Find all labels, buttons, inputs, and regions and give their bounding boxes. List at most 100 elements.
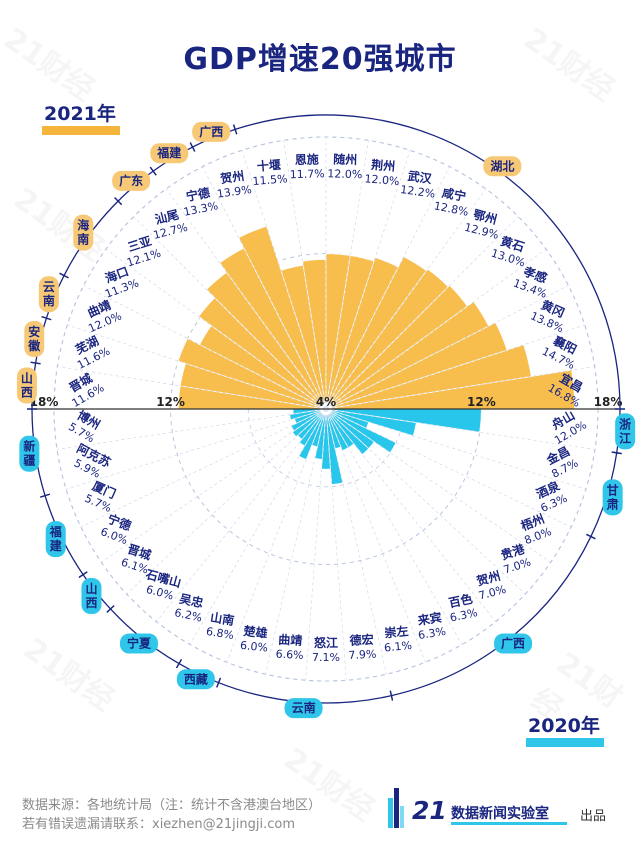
label-2020-山南: 山南6.8% [205, 609, 235, 642]
legend-2021-swatch [42, 126, 120, 135]
province-tag-bg [602, 479, 623, 516]
city-name: 随州 [333, 151, 357, 167]
value-label: 7.9% [348, 648, 377, 662]
city-name: 来宾 [416, 609, 443, 628]
province-divider [114, 197, 123, 206]
province-divider [149, 166, 157, 176]
city-name: 晋城 [126, 541, 153, 563]
province-divider [78, 571, 88, 578]
label-2020-酒泉: 酒泉6.3% [534, 478, 570, 515]
spoke-line [101, 408, 327, 563]
label-2020-来宾: 来宾6.3% [416, 609, 447, 642]
province-tag-bg [176, 669, 215, 690]
city-name: 宁德 [185, 185, 211, 204]
value-label: 11.5% [252, 172, 288, 188]
province-tag-海南: 海南 [73, 214, 94, 251]
city-name: 贺州 [474, 568, 502, 589]
spoke-line [65, 408, 327, 490]
city-name: 贵港 [499, 541, 527, 563]
publisher-label: 出品 [580, 809, 607, 824]
legend-2020: 2020年 [528, 715, 600, 737]
province-name: 安徽 [27, 324, 41, 353]
value-label: 13.9% [216, 183, 252, 201]
province-tag-福建: 福建 [45, 521, 66, 558]
province-tag-甘肃: 甘肃 [602, 479, 623, 516]
city-name: 十堰 [256, 157, 281, 174]
bar-2020-贺州 [325, 408, 370, 456]
city-name: 咸宁 [441, 185, 467, 204]
province-tag-福建: 福建 [150, 143, 189, 164]
city-name: 三亚 [126, 234, 153, 255]
bar-2021-曲靖 [177, 337, 327, 410]
province-name: 新疆 [23, 439, 35, 468]
city-name: 鄂州 [472, 207, 499, 226]
province-tag-bg [112, 170, 151, 191]
label-2020-吴忠: 吴忠6.2% [173, 591, 205, 625]
province-tag-山西: 山西 [16, 367, 37, 404]
value-label: 6.0% [239, 639, 268, 655]
value-label: 6.1% [383, 639, 412, 655]
province-tag-广西: 广西 [494, 633, 533, 654]
province-tag-bg [615, 413, 636, 450]
province-tag-bg [494, 633, 533, 654]
value-label: 12.0% [327, 167, 362, 181]
city-name: 荆州 [371, 157, 396, 174]
province-tag-云南: 云南 [284, 698, 323, 719]
province-tag-bg [81, 578, 102, 615]
province-divider [106, 605, 115, 613]
province-name: 山西 [85, 581, 97, 610]
bar-2020-晋城 [291, 408, 327, 438]
value-label: 6.3% [449, 606, 479, 625]
logo-number: 21 [412, 796, 447, 825]
province-tag-bg [19, 435, 40, 472]
label-2020-楚雄: 楚雄6.0% [239, 623, 268, 655]
contact-note: 若有错误遗漏请联系：xiezhen@21jingji.com [22, 817, 295, 832]
province-divider [232, 124, 238, 135]
city-name: 贺州 [218, 168, 245, 186]
province-tag-bg [45, 521, 66, 558]
label-2020-晋城: 晋城6.1% [119, 541, 153, 577]
province-divider [216, 677, 222, 688]
spoke-line [80, 408, 327, 528]
province-tag-bg [38, 276, 59, 313]
province-tag-广西: 广西 [192, 121, 231, 142]
city-name: 恩施 [295, 151, 319, 167]
province-divider [41, 315, 52, 321]
province-tag-广东: 广东 [112, 170, 151, 191]
city-name: 黄石 [499, 233, 526, 254]
province-tag-bg [284, 698, 323, 719]
city-name: 百色 [447, 591, 474, 611]
label-2020-博州: 博州5.7% [66, 407, 103, 445]
province-divider [189, 142, 196, 152]
province-tag-湖北: 湖北 [483, 156, 522, 177]
logo-name: 数据新闻实验室 [451, 806, 549, 822]
province-name: 山西 [21, 370, 33, 399]
axis-tick-left-12: 12% [156, 395, 185, 409]
city-name: 曲靖 [278, 632, 303, 648]
province-tag-bg [24, 320, 45, 357]
value-label: 6.2% [173, 606, 203, 625]
label-2020-百色: 百色6.3% [447, 591, 479, 625]
value-label: 12.0% [364, 172, 400, 188]
city-name: 吴忠 [178, 591, 205, 611]
province-name: 浙江 [619, 416, 631, 445]
province-divider [30, 361, 41, 365]
province-divider [59, 272, 69, 279]
province-tag-山西: 山西 [81, 578, 102, 615]
province-name: 湖北 [490, 158, 514, 173]
province-tag-云南: 云南 [38, 276, 59, 313]
province-name: 海南 [77, 218, 89, 247]
bar-2020-梧州 [325, 408, 397, 454]
